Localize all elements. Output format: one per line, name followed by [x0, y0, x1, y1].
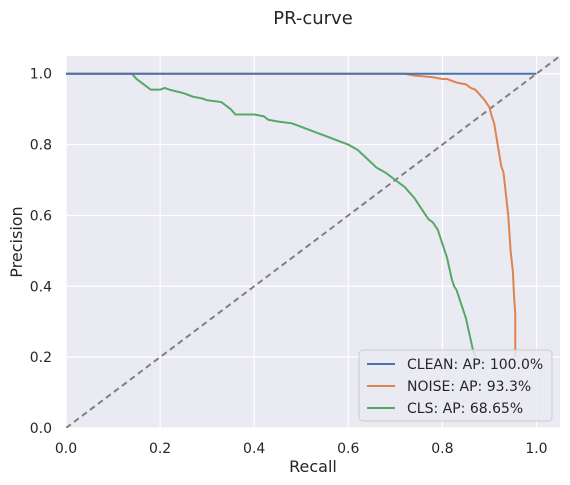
x-tick-label: 0.8 — [431, 441, 453, 457]
x-axis-label: Recall — [289, 457, 337, 476]
legend-label-noise: NOISE: AP: 93.3% — [407, 379, 531, 395]
legend: CLEAN: AP: 100.0% NOISE: AP: 93.3% CLS: … — [358, 349, 553, 422]
noise-series-line — [66, 72, 517, 358]
grid-lines — [65, 56, 560, 429]
x-tick-label: 0.6 — [337, 441, 359, 457]
y-tick-label: 0.0 — [30, 421, 52, 437]
tick-labels: 0.0 0.2 0.4 0.6 0.8 1.0 0.0 0.2 0.4 0.6 0.8 1.0 — [30, 67, 548, 457]
y-tick-label: 0.6 — [30, 208, 52, 224]
y-tick-label: 1.0 — [30, 67, 52, 83]
x-tick-label: 0.2 — [149, 441, 171, 457]
cls-series-line — [66, 72, 477, 358]
y-tick-label: 0.2 — [30, 350, 52, 366]
legend-label-cls: CLS: AP: 68.65% — [407, 401, 523, 417]
chart-title: PR-curve — [273, 8, 353, 29]
y-tick-label: 0.8 — [30, 138, 52, 154]
y-tick-label: 0.4 — [30, 279, 52, 295]
series-lines — [66, 56, 560, 428]
random-baseline-line — [66, 56, 560, 428]
x-tick-label: 1.0 — [525, 441, 547, 457]
legend-box — [358, 349, 553, 422]
x-tick-label: 0.0 — [55, 441, 77, 457]
x-tick-label: 0.4 — [243, 441, 265, 457]
y-axis-label: Precision — [7, 206, 26, 277]
legend-label-clean: CLEAN: AP: 100.0% — [407, 357, 543, 373]
